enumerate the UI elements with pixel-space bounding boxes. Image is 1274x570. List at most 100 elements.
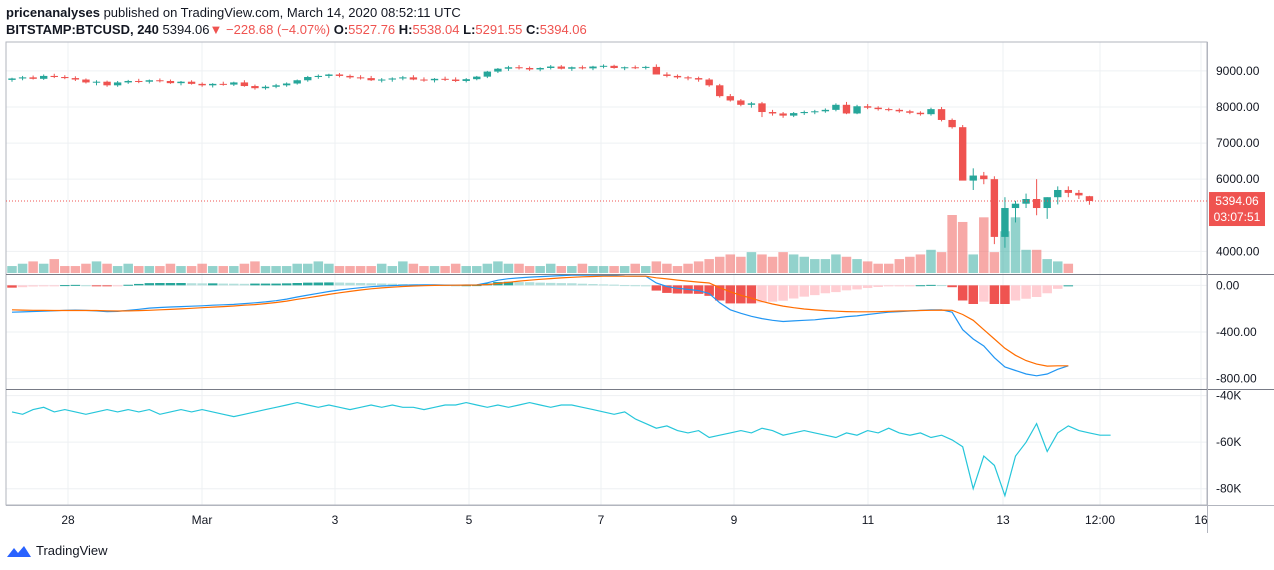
volume-bar	[957, 221, 968, 273]
volume-bar	[355, 266, 366, 273]
macd-histogram-bar	[556, 283, 567, 286]
macd-histogram-bar	[218, 283, 229, 286]
macd-histogram-bar	[862, 285, 873, 289]
volume-bar	[155, 266, 165, 273]
macd-histogram-bar	[567, 283, 577, 286]
author-name[interactable]: pricenanalyses	[6, 5, 100, 20]
candle-body	[937, 109, 946, 120]
volume-bar	[693, 261, 704, 273]
volume-bar	[482, 263, 493, 273]
volume-bar	[609, 266, 619, 273]
candle-body	[209, 83, 217, 86]
macd-histogram-bar	[905, 285, 915, 287]
volume-bar	[968, 254, 978, 273]
candle-body	[156, 80, 164, 82]
candle-body	[1011, 203, 1020, 209]
candle-body	[61, 77, 69, 79]
macd-histogram-bar	[345, 282, 355, 286]
volume-bar	[841, 256, 852, 273]
candle-body	[895, 109, 903, 112]
macd-histogram-bar	[926, 284, 936, 286]
candle-body	[367, 78, 375, 81]
macd-histogram-bar	[49, 285, 60, 287]
macd-histogram-bar	[841, 285, 852, 291]
volume-bar	[197, 263, 207, 273]
volume-bar	[598, 266, 609, 273]
macd-tick-label: -800.00	[1216, 372, 1257, 386]
volume-bar	[7, 266, 17, 273]
candle-body	[547, 66, 555, 68]
price-change: −228.68 (−4.07%)	[226, 22, 331, 37]
x-tick-label: 12:00	[1085, 513, 1115, 527]
volume-bar	[799, 256, 809, 273]
candle-body	[1085, 196, 1094, 202]
price-tick-label: 4000.00	[1216, 244, 1260, 258]
low-label: L:	[463, 22, 476, 37]
candle-body	[726, 96, 734, 101]
candle-body	[1054, 189, 1062, 198]
candle-body	[568, 67, 576, 69]
candle-body	[451, 79, 460, 81]
candle-body	[927, 109, 935, 115]
macd-histogram-bar	[1031, 285, 1042, 297]
macd-histogram-bar	[714, 285, 725, 301]
volume-bar	[49, 259, 60, 273]
macd-histogram-bar	[112, 285, 123, 287]
macd-histogram-bar	[70, 284, 81, 286]
volume-bar	[281, 266, 292, 273]
candle-body	[462, 79, 470, 81]
volume-bar	[662, 263, 672, 273]
candle-body	[515, 67, 523, 69]
tradingview-logo-icon	[7, 545, 31, 557]
candle-body	[589, 66, 597, 69]
volume-bar	[883, 263, 894, 273]
macd-histogram-bar	[947, 285, 957, 288]
macd-histogram-bar	[883, 285, 894, 287]
volume-bar	[989, 252, 1000, 273]
candle-body	[980, 175, 988, 180]
volume-bar	[862, 261, 873, 273]
candlesticks[interactable]	[8, 64, 1094, 248]
volume-bar	[757, 254, 767, 273]
candle-body	[177, 81, 185, 84]
symbol-label: BITSTAMP:BTCUSD, 240	[6, 22, 159, 37]
macd-histogram-bar	[450, 285, 461, 287]
macd-histogram-bar	[324, 282, 334, 286]
volume-bar	[619, 266, 630, 273]
macd-histogram-bar	[820, 285, 831, 294]
candle-body	[832, 104, 840, 110]
candle-body	[652, 66, 661, 75]
candle-body	[779, 113, 787, 116]
candle-body	[378, 79, 386, 81]
x-tick-label: 13	[996, 513, 1010, 527]
candle-body	[800, 112, 808, 114]
volume-bar	[926, 249, 936, 273]
low-value: 5291.55	[475, 22, 523, 37]
volume-bar	[725, 254, 736, 273]
macd-histogram-bar	[165, 283, 176, 286]
candle-body	[304, 77, 312, 81]
macd-histogram-bar	[144, 283, 155, 286]
macd-histogram-bar	[641, 285, 651, 287]
volume-bar	[60, 266, 70, 273]
countdown-label: 03:07:51	[1214, 210, 1261, 224]
candle-body	[747, 103, 756, 105]
candle-body	[842, 104, 851, 114]
close-value: 5394.06	[539, 22, 587, 37]
candle-body	[599, 65, 608, 67]
volume-bar	[683, 263, 693, 273]
volume-bar	[345, 266, 355, 273]
tradingview-logo[interactable]: TradingView	[6, 543, 108, 558]
macd-histogram-bar	[799, 285, 809, 297]
candle-body	[768, 112, 777, 114]
macd-histogram-bar	[387, 283, 398, 286]
macd-histogram-bar	[524, 282, 535, 286]
plot-border	[5, 41, 1208, 506]
candle-body	[673, 75, 682, 78]
x-tick-label: 28	[61, 513, 75, 527]
macd-histogram-bar	[91, 285, 102, 287]
x-tick-label: 11	[862, 513, 875, 527]
volume-bar	[440, 266, 450, 273]
obv-tick-label: -40K	[1216, 389, 1241, 403]
